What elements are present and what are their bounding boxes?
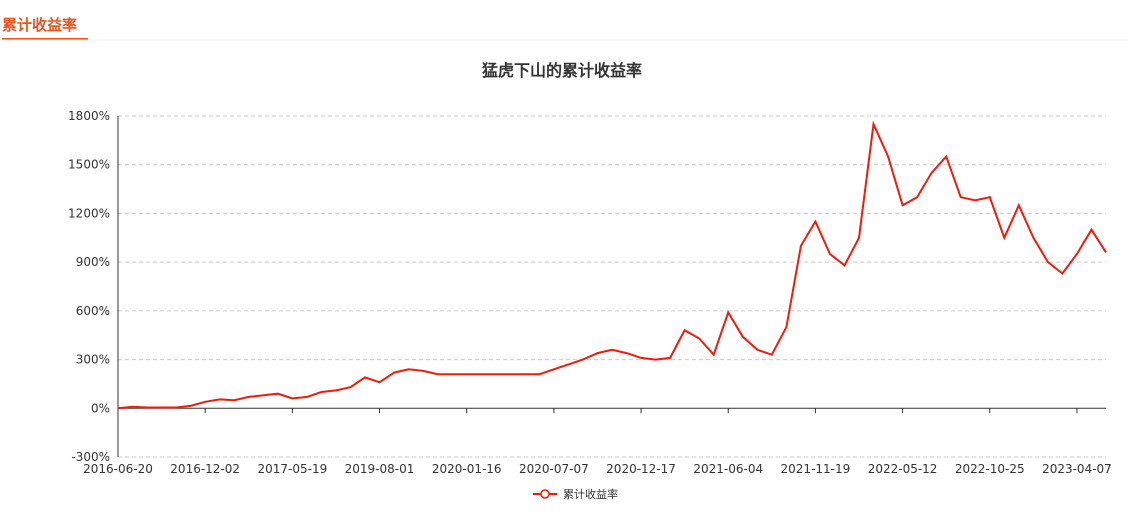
y-tick-label: 0% [91, 401, 110, 415]
x-tick-label: 2016-12-02 [170, 462, 240, 476]
x-tick-label: 2020-07-07 [519, 462, 589, 476]
tab-title[interactable]: 累计收益率 [2, 16, 77, 34]
x-tick-label: 2017-05-19 [257, 462, 327, 476]
chart-title: 猛虎下山的累计收益率 [481, 61, 642, 80]
x-tick-label: 2022-05-12 [868, 462, 938, 476]
x-tick-label: 2021-11-19 [781, 462, 851, 476]
x-tick-label: 2022-10-25 [955, 462, 1025, 476]
y-tick-label: -300% [71, 450, 110, 464]
x-tick-label: 2020-12-17 [606, 462, 676, 476]
x-tick-label: 2020-01-16 [432, 462, 502, 476]
y-tick-label: 1800% [68, 109, 110, 123]
y-tick-label: 300% [76, 353, 110, 367]
series-line [117, 120, 1107, 410]
y-tick-label: 1200% [68, 206, 110, 220]
x-tick-label: 2023-04-07 [1042, 462, 1112, 476]
legend-marker [540, 489, 550, 499]
legend-label: 累计收益率 [563, 487, 618, 501]
x-tick-label: 2016-06-20 [83, 462, 153, 476]
y-tick-label: 900% [76, 255, 110, 269]
x-tick-label: 2019-08-01 [345, 462, 415, 476]
y-tick-label: 1500% [68, 158, 110, 172]
x-tick-label: 2021-06-04 [693, 462, 763, 476]
y-tick-label: 600% [76, 304, 110, 318]
